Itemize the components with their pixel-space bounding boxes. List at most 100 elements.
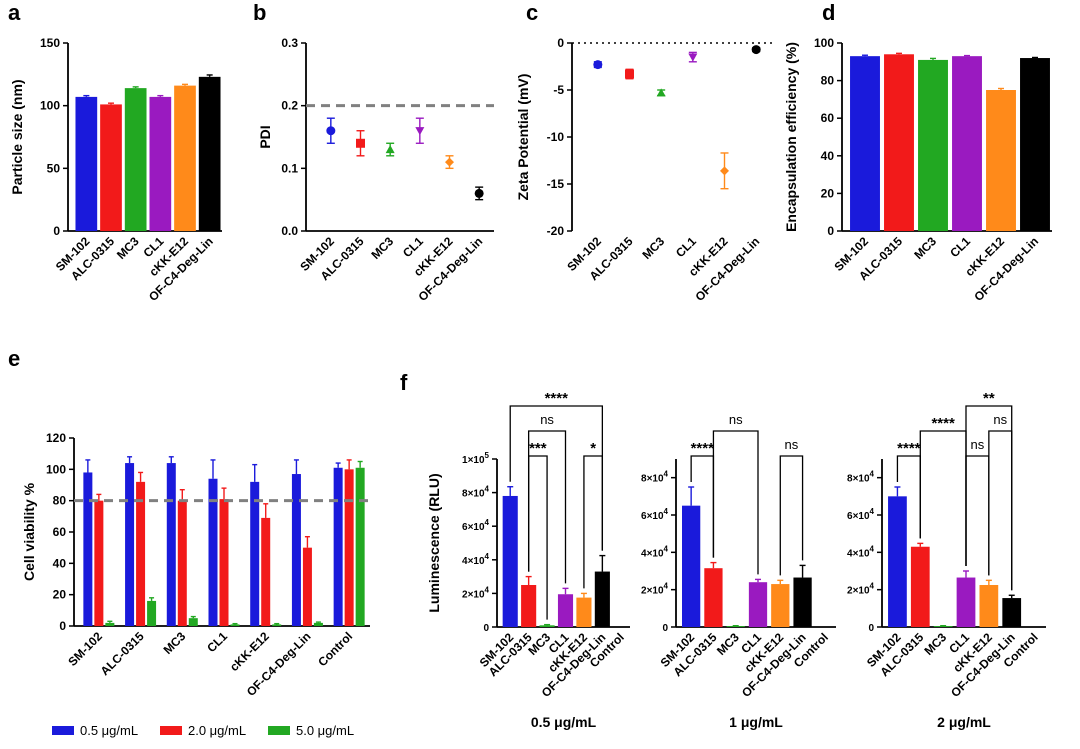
y-tick-exponent: 4 (485, 585, 490, 594)
y-axis-label: Encapsulation efficiency (%) (783, 42, 799, 232)
y-tick-label: 8×104 (847, 470, 875, 485)
bar (75, 96, 98, 231)
y-tick-label: 40 (53, 556, 67, 570)
bar (726, 626, 745, 627)
significance-label: **** (897, 440, 921, 457)
data-point (385, 145, 395, 154)
significance-label: * (590, 440, 596, 457)
bar (956, 577, 976, 627)
bar (230, 624, 240, 626)
y-tick-label: 4×104 (641, 544, 669, 559)
y-tick-base: 6×10 (847, 511, 870, 522)
y-axis-label: PDI (257, 125, 273, 148)
y-tick-base: 0 (868, 623, 874, 634)
bar (124, 88, 147, 232)
bar (208, 478, 218, 626)
significance-label: ns (993, 412, 1007, 427)
y-tick-exponent: 4 (485, 485, 490, 494)
bar (918, 59, 948, 231)
bar (313, 622, 323, 626)
axes-f3: 02×1044×1046×1048×104SM-102ALC-0315MC3CL… (847, 390, 1046, 730)
bar (105, 622, 115, 626)
legend-label: 2.0 μg/mL (188, 723, 246, 738)
y-tick-base: 2×10 (462, 589, 485, 600)
y-tick-exponent: 4 (664, 582, 669, 591)
bar (539, 625, 555, 627)
bar (682, 505, 701, 627)
y-tick-exponent: 4 (485, 552, 490, 561)
axes-e: 0 20 40 60 80 100 120 Cell viability % SM-102ALC… (21, 431, 370, 699)
data-point (326, 126, 336, 136)
x-tick-label: CL1 (400, 234, 426, 260)
legend-label: 5.0 μg/mL (296, 723, 354, 738)
y-tick-label: 1×105 (462, 451, 490, 466)
y-tick-label: 4×104 (847, 544, 875, 559)
y-tick-label: 2×104 (847, 582, 875, 597)
bar (355, 467, 365, 626)
bar (1002, 598, 1022, 627)
bar (521, 585, 537, 627)
y-tick-label: 0 (53, 224, 60, 238)
panel-letter: a (8, 0, 21, 25)
y-tick-label: 120 (46, 431, 66, 445)
y-axis-label: Cell viability % (21, 482, 37, 581)
y-tick-label: 0.2 (281, 99, 298, 113)
y-tick-base: 4×10 (641, 548, 664, 559)
bar (83, 472, 93, 626)
bar (594, 571, 610, 627)
significance-label: ns (540, 412, 554, 427)
y-tick-label: -15 (547, 177, 565, 191)
legend-label: 0.5 μg/mL (80, 723, 138, 738)
bar (793, 577, 812, 627)
bar (333, 467, 343, 626)
significance-label: ns (785, 437, 799, 452)
axes-d: 0 20 40 60 80 100 Encapsulation efficiency (%)… (783, 36, 1052, 304)
significance-label: ns (729, 412, 743, 427)
y-tick-label: 0 (557, 36, 564, 50)
bar (94, 500, 104, 626)
y-tick-base: 2×10 (847, 586, 870, 597)
y-tick-label: 0 (827, 224, 834, 238)
bar (149, 96, 172, 231)
y-tick-exponent: 4 (870, 544, 875, 553)
significance-bracket (712, 430, 759, 575)
y-tick-label: 2×104 (462, 585, 490, 600)
bar (952, 56, 982, 231)
y-tick-label: 0 (662, 623, 668, 634)
bar (1020, 58, 1050, 231)
x-tick-label: SM-102 (65, 629, 105, 669)
y-tick-label: 0.0 (281, 224, 298, 238)
bar (198, 76, 221, 231)
panel-letter: f (400, 370, 408, 395)
bar (291, 474, 301, 626)
x-tick-label: MC3 (911, 234, 939, 262)
y-tick-label: 4×104 (462, 552, 490, 567)
bar (850, 56, 880, 231)
y-axis-label: Particle size (nm) (9, 79, 25, 194)
y-tick-label: 0.1 (281, 161, 298, 175)
x-tick-label: CL1 (947, 234, 973, 260)
legend: 0.5 μg/mL 2.0 μg/mL 5.0 μg/mL (52, 723, 354, 738)
dose-title: 1 μg/mL (729, 714, 783, 730)
bar (910, 546, 930, 627)
bar (576, 597, 592, 627)
y-axis-label: Zeta Potential (mV) (515, 74, 531, 201)
dose-title: 2 μg/mL (937, 714, 991, 730)
y-tick-label: 100 (814, 36, 834, 50)
y-tick-base: 1×10 (462, 455, 485, 466)
y-tick-label: -5 (553, 83, 564, 97)
y-tick-exponent: 5 (485, 451, 490, 460)
data-point (474, 188, 484, 198)
y-tick-label: 20 (53, 588, 67, 602)
y-tick-label: -10 (547, 130, 565, 144)
y-tick-label: 0.3 (281, 36, 298, 50)
x-tick-label: MC3 (639, 234, 667, 262)
panel-letter: d (822, 0, 835, 25)
y-tick-base: 2×10 (641, 586, 664, 597)
y-tick-exponent: 4 (664, 507, 669, 516)
y-tick-base: 4×10 (847, 548, 870, 559)
y-tick-exponent: 4 (870, 470, 875, 479)
legend-swatch (268, 726, 290, 735)
bar (884, 54, 914, 231)
